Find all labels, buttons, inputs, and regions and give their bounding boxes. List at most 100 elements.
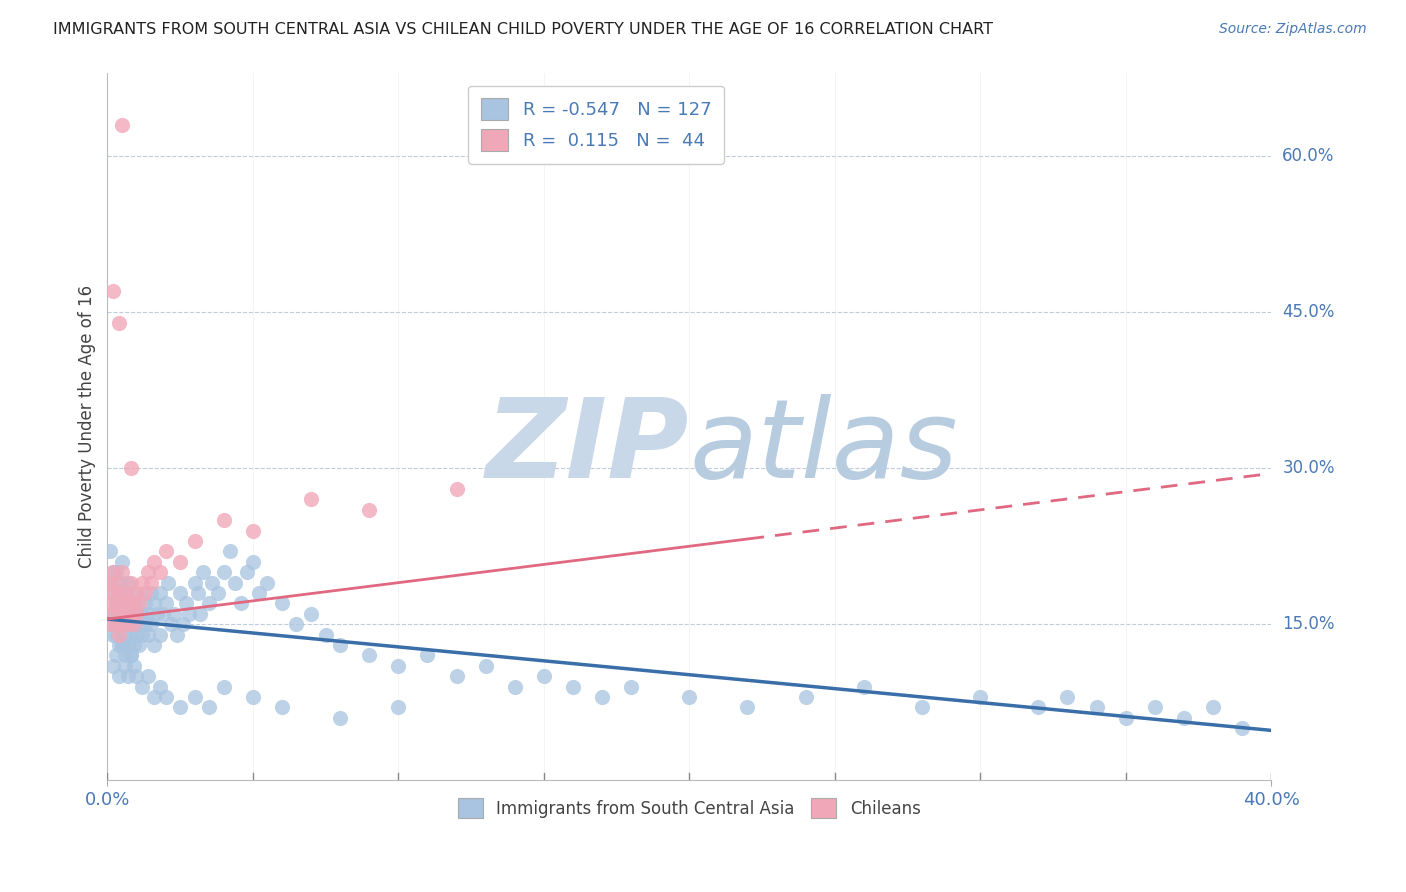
- Point: [105, 617, 128, 632]
- Point: [136, 566, 159, 580]
- Point: [108, 628, 131, 642]
- Point: [193, 566, 215, 580]
- Point: [201, 575, 224, 590]
- Point: [1056, 690, 1078, 704]
- Point: [114, 607, 136, 621]
- Point: [103, 566, 125, 580]
- Point: [111, 638, 134, 652]
- Point: [136, 628, 159, 642]
- Point: [139, 586, 162, 600]
- Point: [98, 575, 121, 590]
- Point: [160, 617, 183, 632]
- Point: [190, 607, 212, 621]
- Point: [105, 628, 128, 642]
- Point: [177, 607, 200, 621]
- Point: [212, 566, 235, 580]
- Point: [212, 680, 235, 694]
- Point: [125, 586, 148, 600]
- Point: [103, 617, 125, 632]
- Point: [247, 586, 270, 600]
- Point: [103, 566, 125, 580]
- Point: [1085, 700, 1108, 714]
- Point: [242, 524, 264, 538]
- Point: [169, 586, 191, 600]
- Point: [1202, 700, 1225, 714]
- Point: [359, 503, 381, 517]
- Point: [105, 597, 128, 611]
- Point: [125, 628, 148, 642]
- Point: [103, 607, 125, 621]
- Text: Source: ZipAtlas.com: Source: ZipAtlas.com: [1219, 22, 1367, 37]
- Point: [142, 597, 165, 611]
- Point: [139, 575, 162, 590]
- Text: 60.0%: 60.0%: [1282, 147, 1334, 165]
- Point: [120, 461, 142, 475]
- Point: [108, 607, 131, 621]
- Point: [533, 669, 555, 683]
- Point: [103, 586, 125, 600]
- Point: [503, 680, 526, 694]
- Point: [98, 597, 121, 611]
- Point: [212, 513, 235, 527]
- Point: [231, 597, 253, 611]
- Point: [120, 607, 142, 621]
- Point: [131, 607, 153, 621]
- Point: [149, 628, 172, 642]
- Point: [114, 607, 136, 621]
- Point: [387, 700, 409, 714]
- Point: [620, 680, 643, 694]
- Point: [271, 700, 294, 714]
- Point: [155, 597, 177, 611]
- Point: [183, 690, 205, 704]
- Point: [149, 680, 172, 694]
- Point: [142, 555, 165, 569]
- Point: [120, 575, 142, 590]
- Point: [103, 628, 125, 642]
- Point: [152, 607, 174, 621]
- Point: [737, 700, 759, 714]
- Point: [98, 544, 121, 558]
- Point: [120, 607, 142, 621]
- Point: [114, 586, 136, 600]
- Point: [169, 555, 191, 569]
- Point: [108, 669, 131, 683]
- Point: [794, 690, 817, 704]
- Point: [114, 648, 136, 663]
- Point: [139, 617, 162, 632]
- Point: [125, 607, 148, 621]
- Point: [131, 575, 153, 590]
- Point: [108, 638, 131, 652]
- Point: [117, 669, 139, 683]
- Point: [1115, 711, 1137, 725]
- Point: [315, 628, 337, 642]
- Point: [122, 597, 145, 611]
- Point: [117, 617, 139, 632]
- Point: [149, 586, 172, 600]
- Point: [105, 648, 128, 663]
- Point: [117, 575, 139, 590]
- Point: [387, 659, 409, 673]
- Point: [125, 669, 148, 683]
- Point: [120, 648, 142, 663]
- Point: [122, 617, 145, 632]
- Point: [149, 566, 172, 580]
- Point: [561, 680, 583, 694]
- Point: [183, 534, 205, 549]
- Point: [134, 586, 156, 600]
- Text: atlas: atlas: [689, 394, 957, 501]
- Point: [111, 566, 134, 580]
- Point: [111, 555, 134, 569]
- Point: [187, 586, 209, 600]
- Point: [256, 575, 278, 590]
- Text: 45.0%: 45.0%: [1282, 303, 1334, 321]
- Point: [242, 690, 264, 704]
- Point: [125, 586, 148, 600]
- Point: [108, 617, 131, 632]
- Point: [117, 597, 139, 611]
- Point: [207, 586, 229, 600]
- Point: [111, 638, 134, 652]
- Point: [114, 628, 136, 642]
- Point: [198, 597, 221, 611]
- Point: [1173, 711, 1195, 725]
- Point: [117, 597, 139, 611]
